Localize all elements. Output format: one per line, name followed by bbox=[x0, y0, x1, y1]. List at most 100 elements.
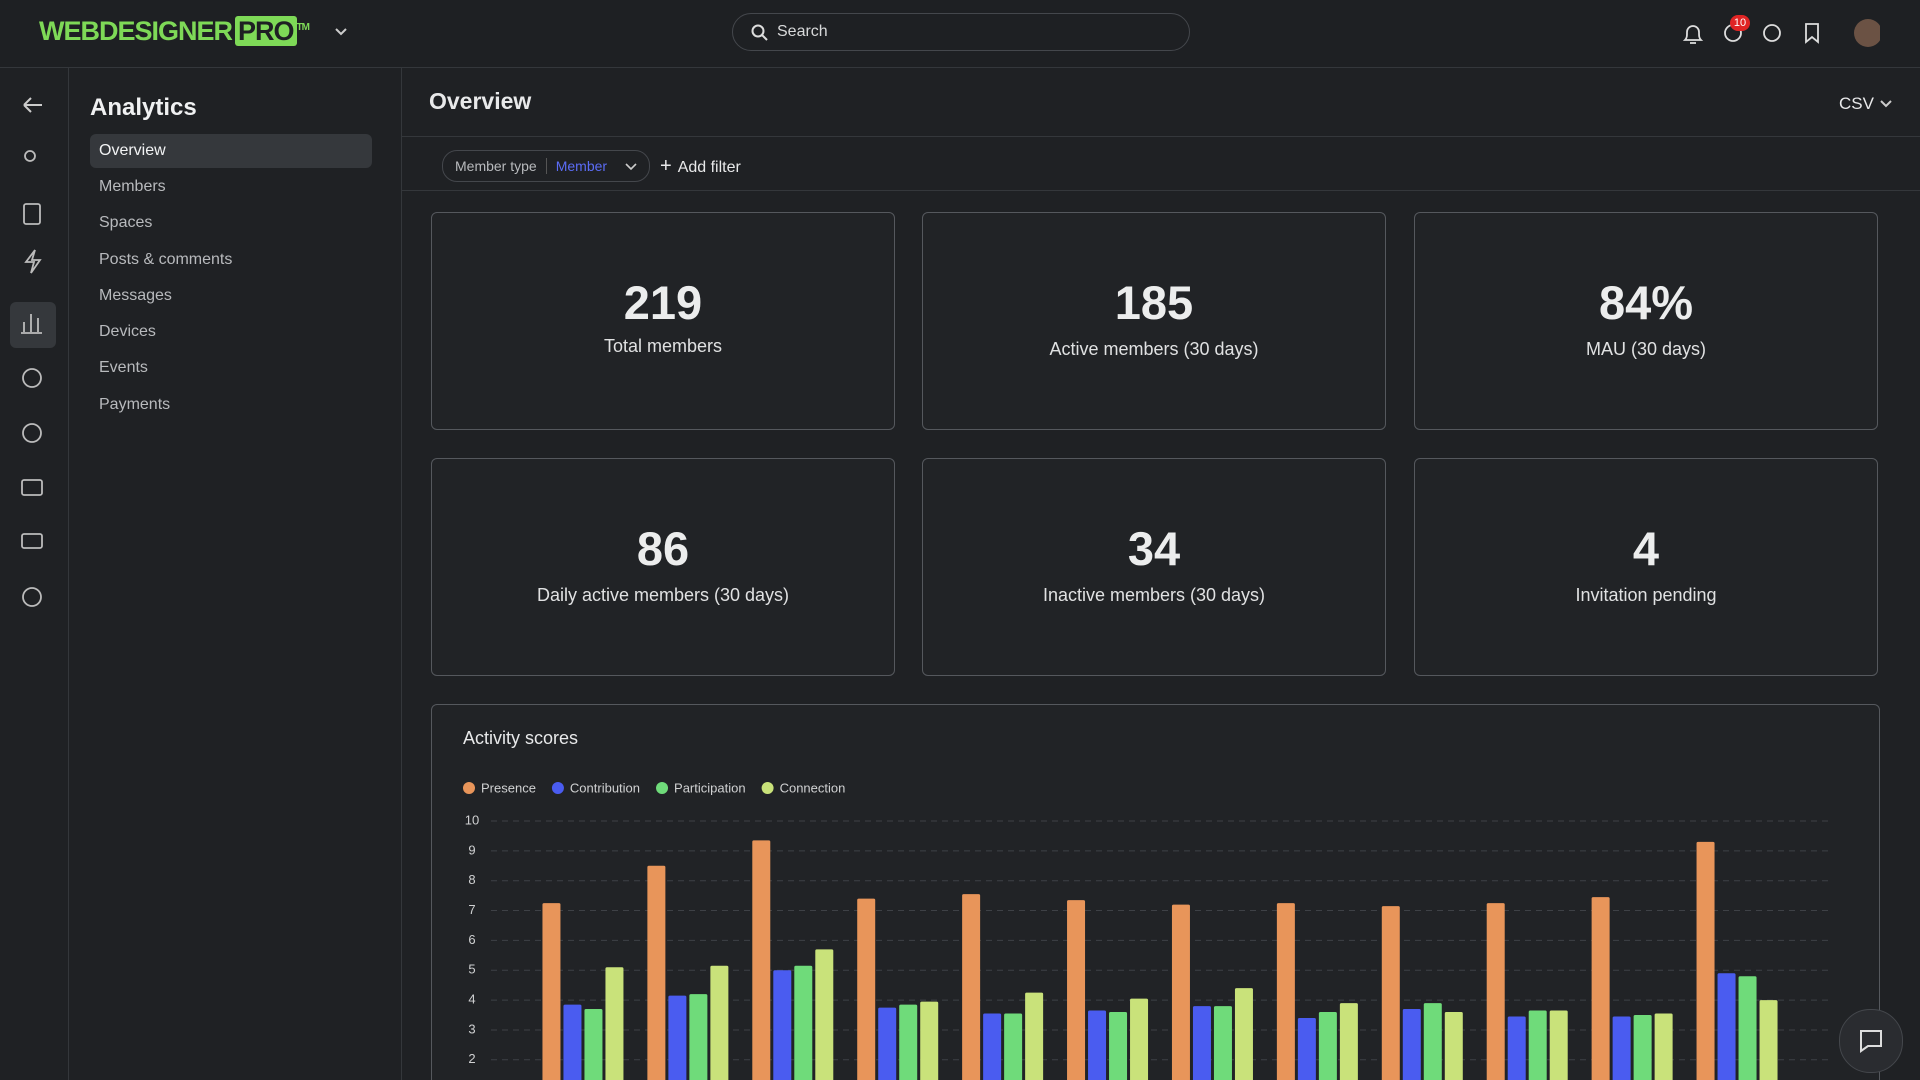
billing-icon[interactable] bbox=[22, 423, 42, 443]
add-filter-plus: + bbox=[660, 155, 672, 177]
nav-item[interactable]: Members bbox=[99, 178, 166, 195]
stat-label: MAU (30 days) bbox=[1585, 339, 1707, 359]
nav-item[interactable]: Messages bbox=[99, 287, 172, 304]
filter-chip[interactable]: Member type Member bbox=[442, 150, 651, 182]
bar bbox=[920, 1001, 939, 1080]
export-label: CSV bbox=[1839, 94, 1874, 113]
rail-icons bbox=[10, 97, 56, 607]
search-box[interactable]: Search bbox=[732, 13, 1190, 51]
stat-value: 4 bbox=[1632, 522, 1660, 575]
logo-box: PRO bbox=[235, 16, 297, 46]
avatar[interactable] bbox=[1854, 19, 1880, 47]
bar bbox=[1067, 900, 1086, 1080]
legend-swatch bbox=[656, 782, 669, 794]
chart-title: Activity scores bbox=[463, 728, 578, 748]
y-tick-label: 4 bbox=[468, 992, 475, 1007]
card-icon[interactable] bbox=[21, 479, 43, 496]
logo-chevron[interactable] bbox=[334, 27, 348, 37]
add-filter[interactable]: + Add filter bbox=[660, 154, 741, 180]
bar bbox=[542, 903, 561, 1080]
bell-icon[interactable] bbox=[1682, 25, 1704, 44]
bar bbox=[815, 949, 834, 1080]
bar bbox=[1444, 1012, 1463, 1080]
top-bar: WEBDESIGNER PRO TM Search 10 bbox=[0, 0, 1920, 68]
stat-label: Active members (30 days) bbox=[1049, 339, 1259, 359]
nav-item[interactable]: Payments bbox=[99, 396, 171, 413]
bar bbox=[710, 965, 729, 1080]
back-icon[interactable] bbox=[23, 97, 42, 113]
export-button[interactable]: CSV bbox=[1839, 94, 1893, 114]
y-tick-label: 8 bbox=[468, 872, 475, 887]
nav-item[interactable]: Devices bbox=[99, 323, 156, 340]
bar bbox=[1297, 1018, 1316, 1080]
nav-item[interactable]: Overview bbox=[90, 134, 372, 168]
bar bbox=[878, 1007, 897, 1080]
bar bbox=[899, 1004, 918, 1080]
bar bbox=[752, 840, 771, 1080]
bar bbox=[1549, 1010, 1568, 1080]
bar bbox=[1318, 1012, 1337, 1080]
bar bbox=[1696, 841, 1715, 1080]
stat-value: 86 bbox=[636, 522, 690, 575]
bar bbox=[1088, 1010, 1107, 1080]
bar bbox=[1759, 1000, 1778, 1080]
y-tick-label: 2 bbox=[468, 1051, 475, 1066]
notification-badge: 10 bbox=[1730, 15, 1750, 31]
bar bbox=[1109, 1012, 1128, 1080]
device-icon[interactable] bbox=[21, 533, 43, 549]
filter-label: Member type bbox=[455, 158, 537, 174]
y-tick-label: 6 bbox=[468, 932, 475, 947]
divider bbox=[402, 190, 1920, 191]
chart-card: Activity scores Presence Contribution Part… bbox=[431, 704, 1880, 1080]
messages-icon[interactable] bbox=[1763, 24, 1781, 42]
filter-chevron bbox=[625, 163, 637, 171]
stat-value: 185 bbox=[1114, 276, 1194, 329]
header-icons bbox=[1682, 19, 1880, 47]
sidebar: Analytics Overview Members Spaces Posts … bbox=[69, 68, 402, 1080]
settings-icon[interactable] bbox=[22, 587, 42, 607]
bar bbox=[1717, 973, 1736, 1080]
bookmark-icon[interactable] bbox=[1805, 23, 1819, 44]
stat-value: 34 bbox=[1127, 522, 1181, 575]
stat-label: Inactive members (30 days) bbox=[1042, 585, 1266, 605]
activity-icon[interactable] bbox=[24, 249, 42, 274]
stat-value: 84% bbox=[1598, 276, 1694, 329]
bar bbox=[1654, 1013, 1673, 1080]
stat-label: Total members bbox=[603, 336, 723, 356]
nav-item[interactable]: Posts & comments bbox=[99, 251, 233, 268]
nav-item[interactable]: Spaces bbox=[99, 214, 153, 231]
search-placeholder: Search bbox=[777, 23, 828, 40]
y-tick-label: 9 bbox=[468, 842, 475, 857]
bar bbox=[1171, 904, 1190, 1080]
bar bbox=[1486, 903, 1505, 1080]
divider bbox=[402, 136, 1920, 137]
posts-icon[interactable] bbox=[23, 203, 41, 225]
y-tick-label: 10 bbox=[465, 812, 479, 827]
analytics-icon[interactable] bbox=[21, 314, 42, 334]
bar bbox=[1633, 1015, 1652, 1080]
stat-card: 185 Active members (30 days) bbox=[922, 212, 1386, 430]
bar bbox=[1276, 903, 1295, 1080]
legend-label: Connection bbox=[780, 780, 846, 795]
nav-item[interactable]: Events bbox=[99, 359, 148, 376]
bar bbox=[647, 865, 666, 1080]
bar bbox=[563, 1004, 582, 1080]
payments-icon[interactable] bbox=[22, 368, 42, 388]
stat-value: 219 bbox=[623, 276, 703, 329]
bar bbox=[1213, 1006, 1232, 1080]
bar bbox=[1381, 906, 1400, 1080]
bar bbox=[1507, 1016, 1526, 1080]
add-filter-label: Add filter bbox=[677, 159, 741, 176]
bar bbox=[584, 1009, 603, 1080]
logo[interactable]: WEBDESIGNER PRO TM bbox=[39, 16, 310, 47]
chat-launcher[interactable] bbox=[1839, 1009, 1903, 1073]
rail-active bbox=[10, 302, 56, 348]
stat-label: Invitation pending bbox=[1575, 585, 1717, 605]
export-chevron bbox=[1879, 100, 1892, 108]
bar bbox=[1234, 988, 1253, 1080]
stat-card: 86 Daily active members (30 days) bbox=[431, 458, 895, 676]
bar bbox=[668, 995, 687, 1080]
members-icon[interactable] bbox=[24, 150, 36, 162]
bar bbox=[1402, 1009, 1421, 1080]
stat-card: 219 Total members bbox=[431, 212, 895, 430]
